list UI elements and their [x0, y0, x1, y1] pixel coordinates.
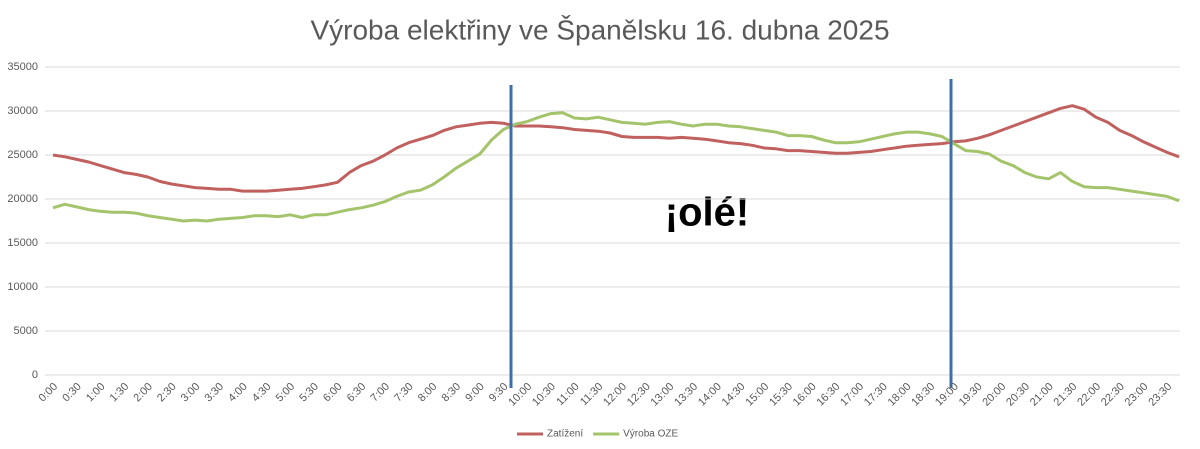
x-tick-label: 6:30 [345, 381, 369, 405]
x-tick-label: 20:30 [1004, 381, 1032, 409]
y-tick-label: 20000 [7, 193, 38, 205]
x-tick-label: 23:00 [1123, 381, 1151, 409]
series-line [52, 111, 1180, 223]
chart-title: Výroba elektřiny ve Španělsku 16. dubna … [310, 14, 889, 45]
x-tick-label: 8:00 [416, 381, 440, 405]
x-tick-label: 21:00 [1028, 381, 1056, 409]
x-tick-label: 2:30 [155, 381, 179, 405]
y-tick-label: 35000 [7, 61, 38, 73]
x-tick-label: 17:30 [862, 381, 890, 409]
x-tick-label: 17:00 [838, 381, 866, 409]
x-tick-label: 12:00 [601, 381, 629, 409]
y-tick-label: 0 [32, 369, 38, 381]
legend-label: Výroba OZE [623, 429, 678, 440]
x-tick-label: 6:00 [321, 381, 345, 405]
x-tick-label: 8:30 [440, 381, 464, 405]
x-tick-label: 9:00 [463, 381, 487, 405]
x-tick-label: 22:30 [1099, 381, 1127, 409]
x-tick-label: 4:00 [226, 381, 250, 405]
x-tick-label: 3:30 [202, 381, 226, 405]
x-tick-label: 1:30 [108, 381, 132, 405]
x-tick-label: 21:30 [1052, 381, 1080, 409]
y-tick-label: 30000 [7, 105, 38, 117]
x-tick-label: 0:30 [60, 381, 84, 405]
series-line [52, 104, 1180, 193]
x-tick-label: 11:30 [578, 381, 605, 408]
x-tick-label: 14:30 [720, 381, 748, 409]
y-tick-label: 10000 [7, 281, 38, 293]
x-tick-label: 13:30 [672, 381, 700, 409]
x-tick-label: 5:30 [297, 381, 321, 405]
y-tick-label: 25000 [7, 149, 38, 161]
x-tick-label: 16:30 [814, 381, 842, 409]
x-tick-label: 15:00 [743, 381, 771, 409]
x-tick-label: 14:00 [696, 381, 724, 409]
x-tick-label: 3:00 [179, 381, 203, 405]
x-tick-label: 13:00 [649, 381, 677, 409]
x-tick-label: 23:30 [1146, 381, 1174, 409]
x-tick-label: 15:30 [767, 381, 795, 409]
plot [52, 104, 1180, 223]
legend-label: Zatížení [547, 429, 583, 440]
x-tick-label: 0:00 [37, 381, 61, 405]
x-tick-label: 5:00 [274, 381, 298, 405]
y-tick-label: 15000 [7, 237, 38, 249]
x-tick-label: 4:30 [250, 381, 274, 405]
x-tick-label: 2:00 [131, 381, 155, 405]
x-tick-label: 7:00 [368, 381, 392, 405]
x-tick-label: 11:00 [554, 381, 581, 408]
x-tick-label: 19:30 [957, 381, 985, 409]
x-tick-label: 22:00 [1075, 381, 1103, 409]
x-tick-label: 19:00 [933, 381, 961, 409]
x-tick-label: 12:30 [625, 381, 653, 409]
x-tick-label: 10:30 [530, 381, 558, 409]
x-tick-label: 7:30 [392, 381, 416, 405]
x-tick-label: 18:00 [886, 381, 914, 409]
x-tick-label: 18:30 [909, 381, 937, 409]
y-tick-label: 5000 [14, 325, 38, 337]
annotation: ¡olé! [665, 191, 749, 235]
x-tick-label: 20:00 [980, 381, 1008, 409]
grid [45, 66, 1180, 376]
x-tick-label: 1:00 [84, 381, 108, 405]
x-tick-label: 16:00 [791, 381, 819, 409]
